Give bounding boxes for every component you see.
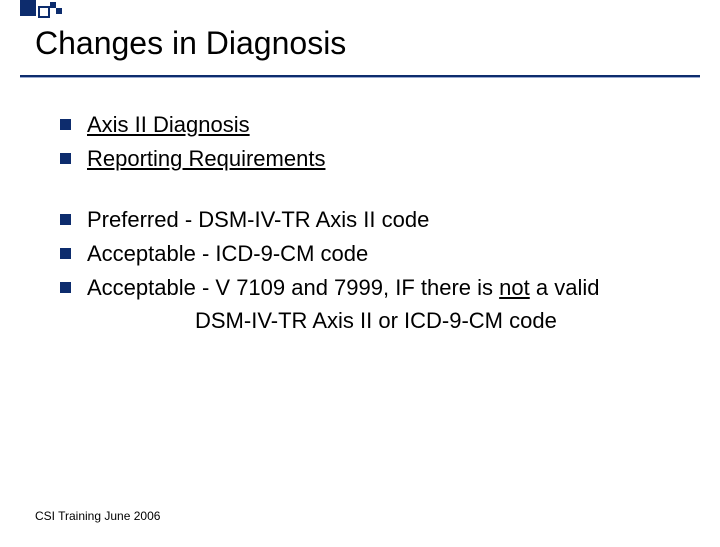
list-text: Acceptable - V 7109 and 7999, IF there i… (87, 273, 690, 303)
list-text: Reporting Requirements (87, 146, 325, 171)
bullet-icon (60, 153, 71, 164)
bullet-icon (60, 214, 71, 225)
bullet-icon (60, 119, 71, 130)
bullet-icon (60, 282, 71, 293)
list-item-continuation: DSM-IV-TR Axis II or ICD-9-CM code (195, 306, 690, 336)
list-text-underlined: not (499, 275, 530, 300)
list-item: Acceptable - ICD-9-CM code (60, 239, 690, 269)
list-text: Acceptable - ICD-9-CM code (87, 239, 690, 269)
slide-title: Changes in Diagnosis (35, 25, 346, 62)
decor-square-open (38, 6, 50, 18)
list-text: Preferred - DSM-IV-TR Axis II code (87, 205, 690, 235)
list-item: Acceptable - V 7109 and 7999, IF there i… (60, 273, 690, 303)
decor-square-large (20, 0, 36, 16)
list-text-pre: Acceptable - V 7109 and 7999, IF there i… (87, 275, 499, 300)
list-text: Axis II Diagnosis (87, 112, 250, 137)
footer-text: CSI Training June 2006 (35, 509, 160, 523)
list-gap (60, 177, 690, 205)
list-item: Axis II Diagnosis (60, 110, 690, 140)
list-item: Preferred - DSM-IV-TR Axis II code (60, 205, 690, 235)
list-item: Reporting Requirements (60, 144, 690, 174)
decor-square-tiny-2 (56, 8, 62, 14)
list-text-post: a valid (530, 275, 600, 300)
title-divider (20, 75, 700, 78)
slide: Changes in Diagnosis Axis II Diagnosis R… (0, 0, 720, 547)
bullet-list: Axis II Diagnosis Reporting Requirements… (60, 110, 690, 336)
bullet-icon (60, 248, 71, 259)
